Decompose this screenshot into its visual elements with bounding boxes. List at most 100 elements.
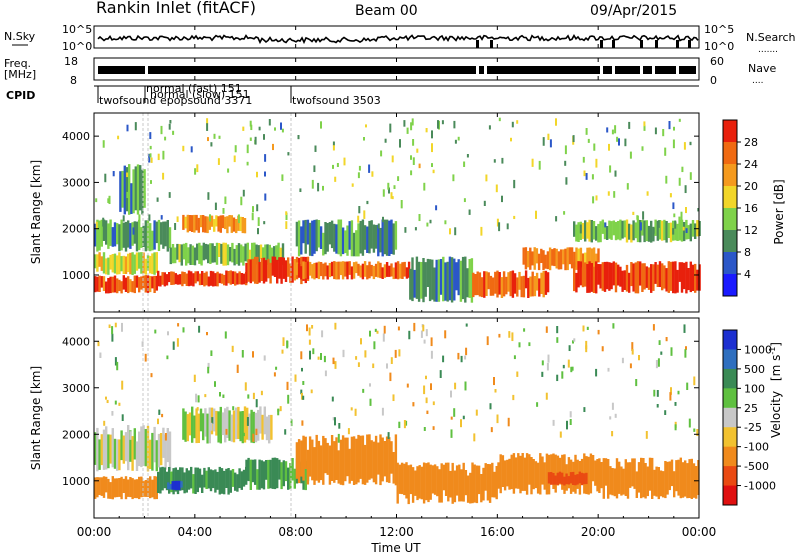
heatmap-cell (122, 275, 125, 290)
heatmap-cell (505, 276, 508, 295)
heatmap-cell (584, 220, 587, 242)
heatmap-cell (556, 455, 560, 486)
heatmap-cell (146, 478, 150, 497)
heatmap-cell (196, 243, 199, 261)
heatmap-cell (207, 244, 210, 264)
colorbar-swatch (723, 368, 737, 389)
y-tick-label: 1000 (62, 475, 90, 488)
heatmap-cell (127, 425, 130, 471)
heatmap-scatter-cell (112, 171, 115, 177)
heatmap-scatter-cell (377, 223, 380, 229)
heatmap-scatter-cell (108, 324, 111, 329)
heatmap-cell (159, 275, 162, 287)
heatmap-scatter-cell (572, 340, 574, 344)
heatmap-cell (346, 437, 349, 477)
freq-label: Freq. (4, 57, 31, 70)
heatmap-scatter-cell (168, 123, 171, 130)
colorbar-swatch (723, 186, 737, 209)
heatmap-cell (680, 219, 684, 242)
heatmap-cell (202, 413, 205, 441)
heatmap-scatter-cell (606, 127, 609, 133)
heatmap-scatter-cell (337, 433, 340, 443)
heatmap-cell (109, 276, 112, 294)
heatmap-cell (426, 258, 430, 287)
heatmap-cell (191, 215, 194, 232)
heatmap-scatter-cell (573, 338, 576, 342)
heatmap-scatter-cell (102, 217, 105, 227)
heatmap-cell (437, 259, 441, 302)
heatmap-cell (633, 458, 636, 489)
heatmap-cell (165, 274, 169, 286)
heatmap-cell (131, 281, 134, 293)
heatmap-cell (326, 265, 329, 280)
heatmap-cell (651, 457, 654, 499)
heatmap-scatter-cell (301, 420, 304, 426)
heatmap-cell (139, 165, 142, 211)
heatmap-cell (482, 467, 485, 501)
heatmap-cell (363, 444, 367, 485)
heatmap-cell (425, 463, 428, 501)
heatmap-cell (191, 406, 194, 443)
heatmap-scatter-cell (286, 340, 289, 349)
heatmap-scatter-cell (351, 183, 354, 187)
heatmap-scatter-cell (280, 122, 282, 130)
heatmap-cell (264, 244, 267, 265)
heatmap-scatter-cell (678, 177, 681, 186)
heatmap-cell (243, 218, 247, 234)
heatmap-cell (656, 264, 659, 287)
heatmap-cell (124, 432, 128, 462)
heatmap-cell (396, 462, 399, 504)
heatmap-scatter-cell (662, 129, 665, 137)
heatmap-scatter-cell (425, 375, 427, 380)
heatmap-cell (229, 270, 232, 285)
heatmap-cell (601, 262, 604, 291)
heatmap-cell (475, 465, 479, 504)
heatmap-cell (276, 259, 279, 284)
heatmap-scatter-cell (582, 156, 585, 163)
heatmap-cell (696, 269, 699, 291)
heatmap-cell (363, 261, 367, 277)
heatmap-cell (662, 471, 665, 498)
heatmap-cell (603, 261, 607, 292)
heatmap-cell (142, 252, 145, 274)
heatmap-cell (344, 230, 347, 254)
heatmap-cell (643, 263, 646, 290)
heatmap-scatter-cell (264, 154, 267, 162)
heatmap-scatter-cell (301, 392, 303, 400)
heatmap-cell (109, 482, 112, 499)
heatmap-scatter-cell (350, 407, 353, 411)
heatmap-scatter-cell (394, 349, 397, 358)
heatmap-cell (202, 242, 205, 261)
heatmap-cell (138, 431, 141, 467)
heatmap-cell (510, 454, 513, 490)
colorbar-swatch (723, 142, 737, 165)
heatmap-scatter-cell (274, 127, 276, 131)
heatmap-cell (632, 263, 635, 292)
heatmap-scatter-cell (614, 170, 617, 177)
heatmap-scatter-cell (129, 431, 132, 440)
heatmap-cell (263, 406, 266, 435)
heatmap-cell (573, 221, 576, 237)
heatmap-scatter-cell (314, 145, 317, 152)
heatmap-cell (597, 248, 600, 263)
heatmap-cell (608, 262, 611, 291)
heatmap-scatter-cell (105, 396, 107, 400)
heatmap-cell (224, 242, 227, 266)
heatmap-cell (636, 219, 640, 243)
heatmap-cell (414, 470, 417, 496)
heatmap-scatter-cell (265, 425, 267, 430)
heatmap-cell (194, 271, 197, 284)
heatmap-scatter-cell (570, 366, 573, 373)
heatmap-scatter-cell (99, 352, 102, 358)
heatmap-cell (370, 264, 373, 277)
heatmap-scatter-cell (643, 124, 646, 131)
heatmap-cell (581, 222, 585, 239)
heatmap-cell (218, 466, 221, 495)
heatmap-cell (599, 264, 602, 289)
heatmap-cell (96, 276, 99, 292)
heatmap-cell (352, 262, 356, 279)
heatmap-cell (678, 262, 681, 282)
heatmap-cell (133, 254, 136, 274)
heatmap-scatter-cell (683, 324, 686, 333)
